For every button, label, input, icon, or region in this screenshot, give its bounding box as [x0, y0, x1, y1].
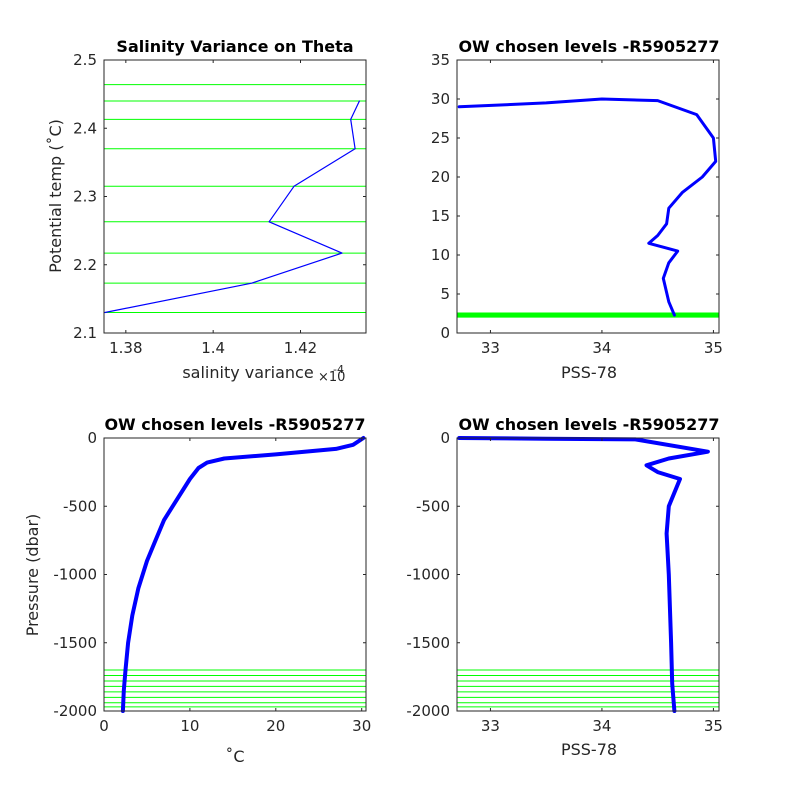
x-tick-label: 33 [481, 717, 500, 735]
y-tick-label: 35 [431, 51, 450, 69]
y-tick-label: 25 [431, 129, 450, 147]
x-tick-label: 34 [592, 717, 611, 735]
y-tick-label: 2.1 [73, 324, 97, 342]
plot-area: 1.38 1.4 1.42 2.1 2.2 2.3 2.4 2.5 [73, 51, 366, 357]
x-tick-label: 35 [704, 717, 723, 735]
y-tick-label: 2.2 [73, 256, 97, 274]
x-axis-label: PSS-78 [561, 740, 617, 759]
chart-title: Salinity Variance on Theta [116, 37, 353, 56]
x-tick-label: 10 [180, 717, 199, 735]
y-tick-label: 2.4 [73, 119, 97, 137]
y-tick-label: -1500 [53, 634, 97, 652]
x-tick-label: 34 [592, 339, 611, 357]
chart-title: OW chosen levels -R5905277 [104, 415, 365, 434]
axes-box [456, 59, 720, 334]
y-tick-label: -1000 [53, 566, 97, 584]
panel-temp-vs-pressure: OW chosen levels -R5905277 0 10 20 30 0 -500 -… [23, 415, 371, 766]
y-axis-label: Pressure (dbar) [23, 514, 42, 637]
panel-salinity-variance: Salinity Variance on Theta 1.38 1.4 1.42 2.… [46, 37, 367, 385]
panel-salinity-vs-temp: OW chosen levels -R5905277 33 34 35 0 5 10 15 2… [431, 37, 723, 382]
y-tick-label: 10 [431, 246, 450, 264]
y-tick-label: 2.3 [73, 188, 97, 206]
y-tick-label: -2000 [406, 702, 450, 720]
y-tick-label: 0 [440, 429, 450, 447]
x-tick-label: 1.42 [284, 339, 317, 357]
x-axis-exponent-power: -4 [333, 363, 344, 376]
axes-box [456, 437, 720, 712]
y-tick-label: 30 [431, 90, 450, 108]
x-axis-label: salinity variance [182, 363, 313, 382]
x-tick-label: 1.4 [201, 339, 225, 357]
profile-line [104, 100, 360, 314]
x-axis-label: PSS-78 [561, 363, 617, 382]
y-axis-label: Potential temp (˚C) [46, 119, 65, 273]
y-tick-label: 5 [440, 285, 450, 303]
x-tick-label: 20 [266, 717, 285, 735]
x-tick-label: 30 [352, 717, 371, 735]
profile-line [457, 436, 710, 713]
x-tick-label: 35 [704, 339, 723, 357]
profile-line [457, 97, 718, 317]
plot-area: 33 34 35 0 5 10 15 20 25 30 35 [431, 51, 723, 357]
plot-area: 0 10 20 30 0 -500 -1000 -1500 -2000 [53, 429, 371, 735]
chart-title: OW chosen levels -R5905277 [458, 415, 719, 434]
y-tick-label: -500 [63, 497, 97, 515]
axes-box [103, 437, 367, 712]
panel-salinity-vs-pressure: OW chosen levels -R5905277 33 34 35 0 -500 -1… [406, 415, 723, 759]
x-tick-label: 0 [99, 717, 109, 735]
profile-line [120, 436, 366, 713]
x-tick-label: 33 [481, 339, 500, 357]
y-tick-label: -2000 [53, 702, 97, 720]
y-tick-label: 2.5 [73, 51, 97, 69]
y-tick-label: -1500 [406, 634, 450, 652]
x-axis-exponent: ×10 [318, 370, 345, 385]
x-tick-label: 1.38 [109, 339, 142, 357]
axes-box [103, 59, 367, 334]
y-tick-label: 0 [440, 324, 450, 342]
y-tick-label: -500 [416, 497, 450, 515]
chart-title: OW chosen levels -R5905277 [458, 37, 719, 56]
y-tick-label: 0 [87, 429, 97, 447]
x-axis-label: ˚C [225, 747, 244, 766]
y-tick-label: -1000 [406, 566, 450, 584]
y-tick-label: 15 [431, 207, 450, 225]
plot-area: 33 34 35 0 -500 -1000 -1500 -2000 [406, 429, 723, 735]
y-tick-label: 20 [431, 168, 450, 186]
